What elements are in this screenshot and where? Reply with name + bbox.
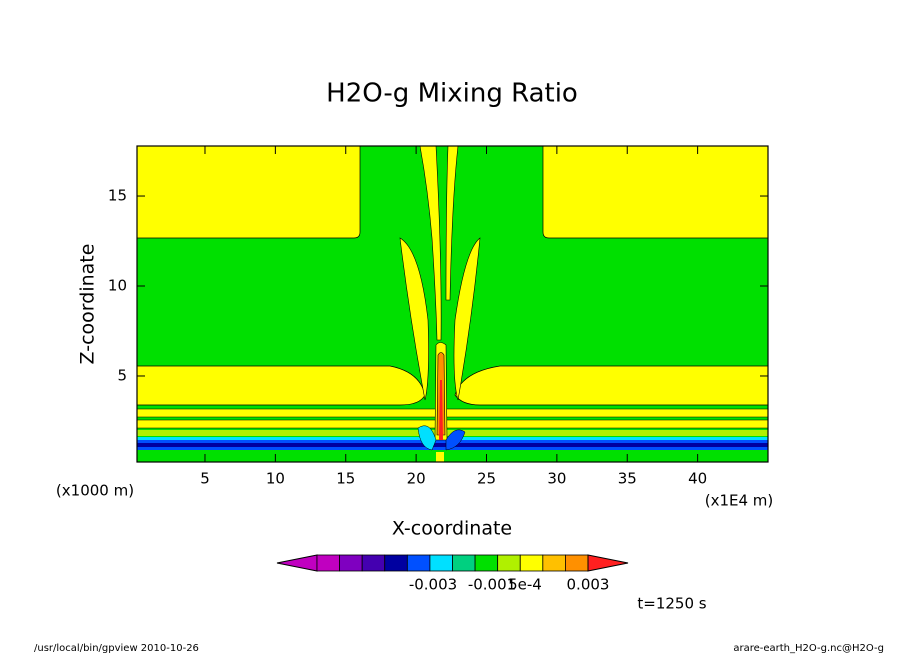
colorbar-cell	[361, 554, 386, 572]
colorbar-cell	[474, 554, 499, 572]
colorbar-cell	[339, 554, 363, 572]
footer-left: /usr/local/bin/gpview 2010-10-26	[34, 643, 199, 654]
colorbar-label: -0.003	[409, 576, 457, 594]
x-tick-label: 35	[618, 470, 637, 488]
y-tick-label: 15	[108, 187, 127, 205]
colorbar-cell	[452, 554, 476, 572]
colorbar-cell	[384, 554, 408, 572]
colorbar-cell	[565, 554, 589, 572]
colorbar-label: -0.001	[468, 576, 516, 594]
x-tick-label: 5	[200, 470, 210, 488]
colorbar-cell	[429, 554, 453, 572]
chart-title: H2O-g Mixing Ratio	[326, 79, 578, 109]
contour-field	[136, 145, 769, 462]
colorbar-cell	[542, 554, 566, 572]
colorbar-label: 5e-4	[508, 576, 542, 594]
y-tick-label: 5	[117, 366, 127, 384]
colorbar-label: 0.003	[567, 576, 610, 594]
x-tick-label: 15	[336, 470, 355, 488]
colorbar-cell	[519, 554, 544, 572]
annotation: t=1250 s	[637, 595, 706, 613]
x-axis-label: X-coordinate	[392, 518, 512, 540]
x-tick-label: 10	[266, 470, 285, 488]
x-tick-label: 20	[407, 470, 426, 488]
x-tick-label: 30	[547, 470, 566, 488]
colorbar-end	[276, 554, 318, 572]
colorbar-cell	[406, 554, 431, 572]
footer-right: arare-earth_H2O-g.nc@H2O-g	[733, 643, 884, 654]
x-unit: (x1E4 m)	[705, 492, 774, 510]
plot-frame	[136, 145, 769, 463]
y-tick-label: 10	[108, 277, 127, 295]
y-axis-label: Z-coordinate	[77, 244, 99, 365]
colorbar-end	[587, 554, 629, 572]
x-tick-label: 40	[688, 470, 707, 488]
y-unit: (x1000 m)	[56, 482, 134, 500]
x-tick-label: 25	[477, 470, 496, 488]
colorbar-cell	[316, 554, 340, 572]
colorbar-cell	[497, 554, 521, 572]
